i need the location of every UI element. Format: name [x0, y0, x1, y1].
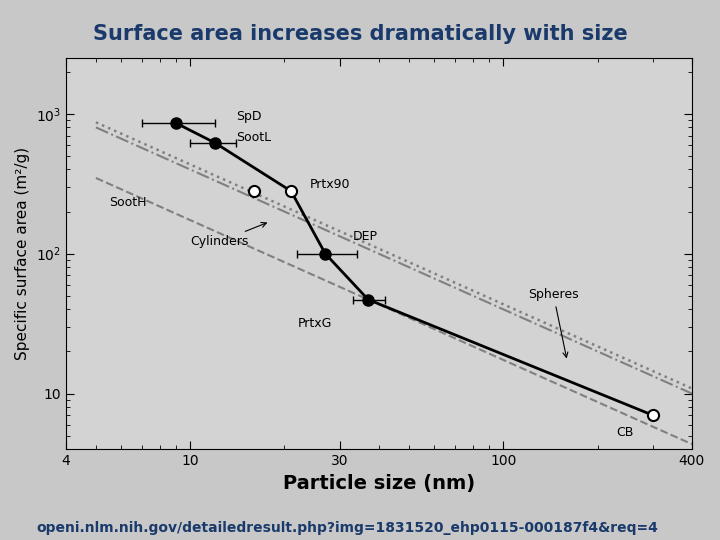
Text: DEP: DEP [353, 230, 377, 243]
Text: CB: CB [616, 426, 634, 438]
Text: SootH: SootH [109, 196, 146, 209]
Text: Spheres: Spheres [528, 288, 579, 357]
Text: Prtx90: Prtx90 [310, 178, 350, 191]
Text: SpD: SpD [236, 110, 261, 123]
Y-axis label: Specific surface area (m²/g): Specific surface area (m²/g) [15, 147, 30, 360]
X-axis label: Particle size (nm): Particle size (nm) [283, 474, 474, 492]
Text: Cylinders: Cylinders [190, 222, 266, 248]
Text: openi.nlm.nih.gov/detailedresult.php?img=1831520_ehp0115-000187f4&req=4: openi.nlm.nih.gov/detailedresult.php?img… [36, 521, 658, 535]
Text: PrtxG: PrtxG [297, 317, 332, 330]
Text: SootL: SootL [236, 131, 271, 144]
Text: Surface area increases dramatically with size: Surface area increases dramatically with… [93, 24, 627, 44]
